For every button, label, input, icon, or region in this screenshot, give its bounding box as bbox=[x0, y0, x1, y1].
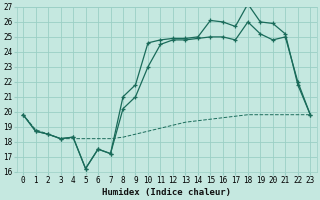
X-axis label: Humidex (Indice chaleur): Humidex (Indice chaleur) bbox=[102, 188, 231, 197]
